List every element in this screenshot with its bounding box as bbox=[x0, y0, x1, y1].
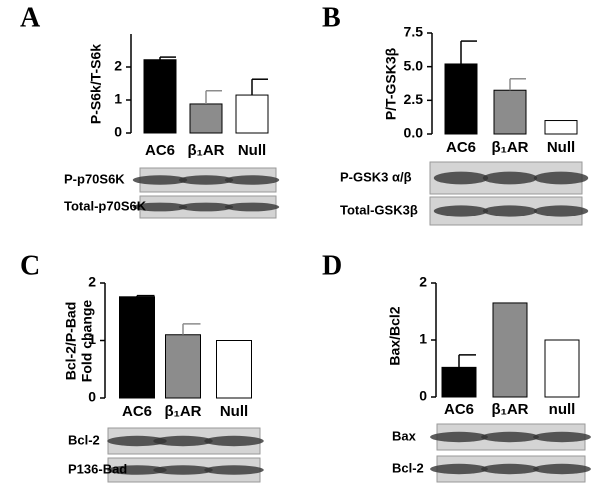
y-tick-label: 2.5 bbox=[404, 91, 424, 107]
blot-label: Bax bbox=[392, 428, 417, 443]
blot-band bbox=[430, 431, 488, 443]
bar bbox=[544, 339, 580, 398]
x-tick-label: β₁AR bbox=[187, 142, 224, 159]
x-tick-label: β₁AR bbox=[491, 401, 528, 418]
blot-label: P-p70S6K bbox=[64, 171, 125, 186]
blot-band bbox=[533, 463, 591, 475]
bar bbox=[165, 334, 201, 399]
y-tick-label: 1 bbox=[114, 91, 122, 107]
blot-band bbox=[533, 205, 589, 217]
y-tick-label: 0 bbox=[419, 388, 427, 404]
blot-label: Bcl-2 bbox=[392, 460, 424, 475]
blot-band bbox=[132, 202, 188, 212]
bar bbox=[216, 340, 252, 399]
bar bbox=[189, 103, 223, 134]
panel-label: C bbox=[20, 250, 40, 281]
bar bbox=[444, 63, 478, 135]
blot-label: Bcl-2 bbox=[68, 432, 100, 447]
panel-label: D bbox=[322, 250, 342, 281]
x-tick-label: β₁AR bbox=[164, 403, 201, 420]
x-tick-label: Null bbox=[220, 403, 248, 420]
y-tick-label: 2 bbox=[88, 274, 96, 290]
y-tick-label: 0 bbox=[88, 389, 96, 405]
blot-band bbox=[107, 465, 167, 475]
y-tick-label: 7.5 bbox=[404, 24, 424, 40]
blot-label: Total-p70S6K bbox=[64, 198, 147, 213]
y-tick-label: 2 bbox=[114, 58, 122, 74]
bar bbox=[493, 89, 527, 135]
x-tick-label: β₁AR bbox=[491, 139, 528, 156]
blot-band bbox=[433, 205, 489, 217]
blot-label: P136-Bad bbox=[68, 461, 127, 476]
blot-band bbox=[533, 431, 591, 443]
blot-label: P-GSK3 α/β bbox=[340, 169, 412, 184]
blot-label: Total-GSK3β bbox=[340, 202, 418, 217]
bar bbox=[235, 94, 269, 134]
blot-band bbox=[132, 175, 188, 185]
x-tick-label: Null bbox=[238, 142, 266, 159]
x-tick-label: AC6 bbox=[122, 403, 152, 420]
x-tick-label: null bbox=[549, 401, 576, 418]
x-tick-label: AC6 bbox=[446, 139, 476, 156]
y-tick-label: 0 bbox=[114, 124, 122, 140]
x-tick-label: Null bbox=[547, 139, 575, 156]
y-tick-label: 1 bbox=[88, 331, 96, 347]
bar bbox=[492, 302, 528, 398]
bar bbox=[441, 366, 477, 398]
blot-band bbox=[433, 171, 489, 185]
blot-band bbox=[224, 175, 280, 185]
x-tick-label: AC6 bbox=[145, 142, 175, 159]
blot-band bbox=[153, 435, 213, 447]
blot-band bbox=[204, 465, 264, 475]
blot-band bbox=[481, 431, 539, 443]
blot-band bbox=[482, 205, 538, 217]
bar bbox=[544, 120, 578, 135]
y-axis-label: Fold change bbox=[79, 300, 95, 383]
blot-band bbox=[178, 202, 234, 212]
y-axis-label: Bax/Bcl2 bbox=[387, 306, 403, 365]
y-tick-label: 0.0 bbox=[404, 125, 424, 141]
y-tick-label: 5.0 bbox=[404, 57, 424, 73]
y-axis-label: Bcl-2/P-Bad bbox=[63, 302, 79, 381]
panel-label: A bbox=[20, 2, 41, 33]
x-tick-label: AC6 bbox=[444, 401, 474, 418]
bar bbox=[143, 59, 177, 134]
blot-band bbox=[224, 202, 280, 212]
blot-band bbox=[481, 463, 539, 475]
y-tick-label: 1 bbox=[419, 331, 427, 347]
blot-band bbox=[107, 435, 167, 447]
y-axis-label: P/T-GSK3β bbox=[383, 47, 399, 120]
blot-band bbox=[430, 463, 488, 475]
bar bbox=[119, 296, 155, 399]
y-axis-label: P-S6k/T-S6k bbox=[88, 44, 104, 124]
y-tick-label: 2 bbox=[419, 274, 427, 290]
blot-band bbox=[482, 171, 538, 185]
blot-band bbox=[204, 435, 264, 447]
blot-band bbox=[178, 175, 234, 185]
blot-band bbox=[533, 171, 589, 185]
panel-label: B bbox=[322, 2, 341, 33]
blot-band bbox=[153, 465, 213, 475]
